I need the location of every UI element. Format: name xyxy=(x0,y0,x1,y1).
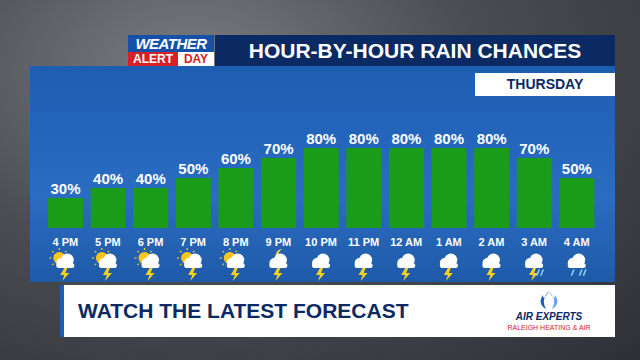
svg-text:80%: 80% xyxy=(349,130,379,147)
svg-text:40%: 40% xyxy=(136,170,166,187)
svg-text:2 AM: 2 AM xyxy=(479,236,505,248)
svg-text:9 PM: 9 PM xyxy=(266,236,292,248)
svg-text:70%: 70% xyxy=(264,140,294,157)
svg-text:7 PM: 7 PM xyxy=(180,236,206,248)
html-text:THURSDAY: THURSDAY xyxy=(506,76,584,92)
svg-text:11 PM: 11 PM xyxy=(348,236,379,248)
svg-text:10 PM: 10 PM xyxy=(305,236,337,248)
svg-text:8 PM: 8 PM xyxy=(223,236,249,248)
svg-text:4 AM: 4 AM xyxy=(564,236,590,248)
svg-text:12 AM: 12 AM xyxy=(390,236,422,248)
svg-text:6 PM: 6 PM xyxy=(138,236,164,248)
svg-text:4 PM: 4 PM xyxy=(52,236,78,248)
html-text:HOUR-BY-HOUR RAIN CHANCES: HOUR-BY-HOUR RAIN CHANCES xyxy=(248,39,582,62)
html-text:WATCH THE LATEST FORECAST: WATCH THE LATEST FORECAST xyxy=(78,299,409,322)
html-text:WEATHER: WEATHER xyxy=(135,35,207,52)
svg-text:80%: 80% xyxy=(306,130,336,147)
svg-text:70%: 70% xyxy=(519,140,549,157)
html-text:AIR EXPERTS: AIR EXPERTS xyxy=(515,311,583,322)
svg-text:3 AM: 3 AM xyxy=(521,236,547,248)
svg-text:80%: 80% xyxy=(434,130,464,147)
html-text:DAY: DAY xyxy=(183,52,209,66)
svg-text:50%: 50% xyxy=(178,160,208,177)
html-text:RALEIGH HEATING & AIR: RALEIGH HEATING & AIR xyxy=(507,324,591,331)
svg-text:80%: 80% xyxy=(477,130,507,147)
svg-text:5 PM: 5 PM xyxy=(95,236,121,248)
svg-text:50%: 50% xyxy=(562,160,592,177)
html-text:ALERT: ALERT xyxy=(133,52,173,66)
svg-text:30%: 30% xyxy=(50,180,80,197)
svg-text:1 AM: 1 AM xyxy=(436,236,462,248)
svg-text:80%: 80% xyxy=(391,130,421,147)
svg-text:60%: 60% xyxy=(221,150,251,167)
svg-text:40%: 40% xyxy=(93,170,123,187)
